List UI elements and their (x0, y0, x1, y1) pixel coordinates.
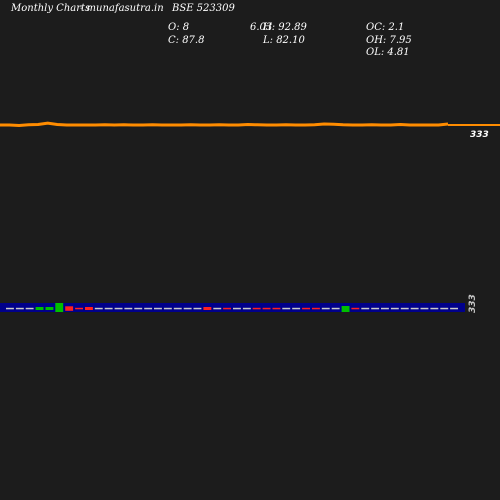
volume-bar (193, 307, 202, 310)
volume-bar (163, 307, 172, 310)
volume-bar (272, 307, 281, 310)
volume-last-label: 333 (468, 294, 478, 313)
volume-bar (390, 307, 399, 310)
volume-bar (331, 307, 340, 310)
price-panel: 333 (0, 121, 500, 140)
volume-bar (262, 307, 271, 310)
site-name[interactable]: - munafasutra.in (80, 3, 164, 14)
volume-bar (45, 307, 54, 310)
volume-bar (450, 307, 458, 310)
close-value: C: 87.8 (168, 35, 205, 46)
symbol-label: BSE 523309 (172, 3, 235, 14)
volume-bar (292, 307, 301, 310)
volume-bar (371, 307, 380, 310)
volume-bar (114, 307, 123, 310)
volume-bar (252, 307, 261, 310)
volume-panel: 333 (0, 294, 478, 313)
volume-bar (351, 307, 360, 310)
volume-bar (400, 307, 409, 310)
volume-bar (25, 307, 34, 310)
volume-bar (242, 307, 251, 310)
volume-bar (381, 307, 389, 310)
ol-value: OL: 4.81 (366, 47, 410, 58)
change-pct: 6.03 (250, 22, 273, 33)
volume-bar (361, 307, 370, 310)
volume-bar (124, 307, 133, 310)
volume-bar (85, 307, 93, 310)
volume-bar (55, 303, 64, 312)
volume-bar (134, 307, 143, 310)
volume-bar (440, 307, 449, 310)
price-line (0, 121, 449, 128)
volume-bar (233, 307, 241, 310)
volume-bar (75, 307, 83, 310)
volume-bar (420, 307, 429, 310)
volume-bar (154, 307, 162, 310)
volume-bar (6, 307, 14, 310)
volume-bar (104, 307, 113, 310)
volume-bar (312, 307, 320, 310)
volume-bar (65, 306, 74, 311)
volume-bar (15, 307, 24, 310)
volume-bar (430, 307, 439, 310)
volume-bar (410, 307, 419, 310)
volume-bar (321, 307, 330, 310)
high-value: H: 92.89 (263, 22, 307, 33)
oc-value: OC: 2.1 (366, 22, 405, 33)
volume-bar (341, 306, 350, 312)
site-label: Monthly Charts (11, 3, 91, 14)
volume-bar (203, 307, 212, 310)
volume-band (0, 303, 465, 312)
open-value: O: 8 (168, 22, 190, 33)
volume-bar (94, 307, 103, 310)
low-value: L: 82.10 (263, 35, 305, 46)
volume-bar (213, 307, 222, 310)
price-last-label: 333 (470, 130, 489, 140)
volume-bar (223, 307, 231, 310)
oh-value: OH: 7.95 (366, 35, 412, 46)
volume-bar (302, 307, 310, 310)
volume-bar (282, 307, 291, 310)
volume-bar (144, 307, 153, 310)
volume-bar (35, 307, 44, 310)
volume-bar (183, 307, 192, 310)
volume-bar (173, 307, 182, 310)
